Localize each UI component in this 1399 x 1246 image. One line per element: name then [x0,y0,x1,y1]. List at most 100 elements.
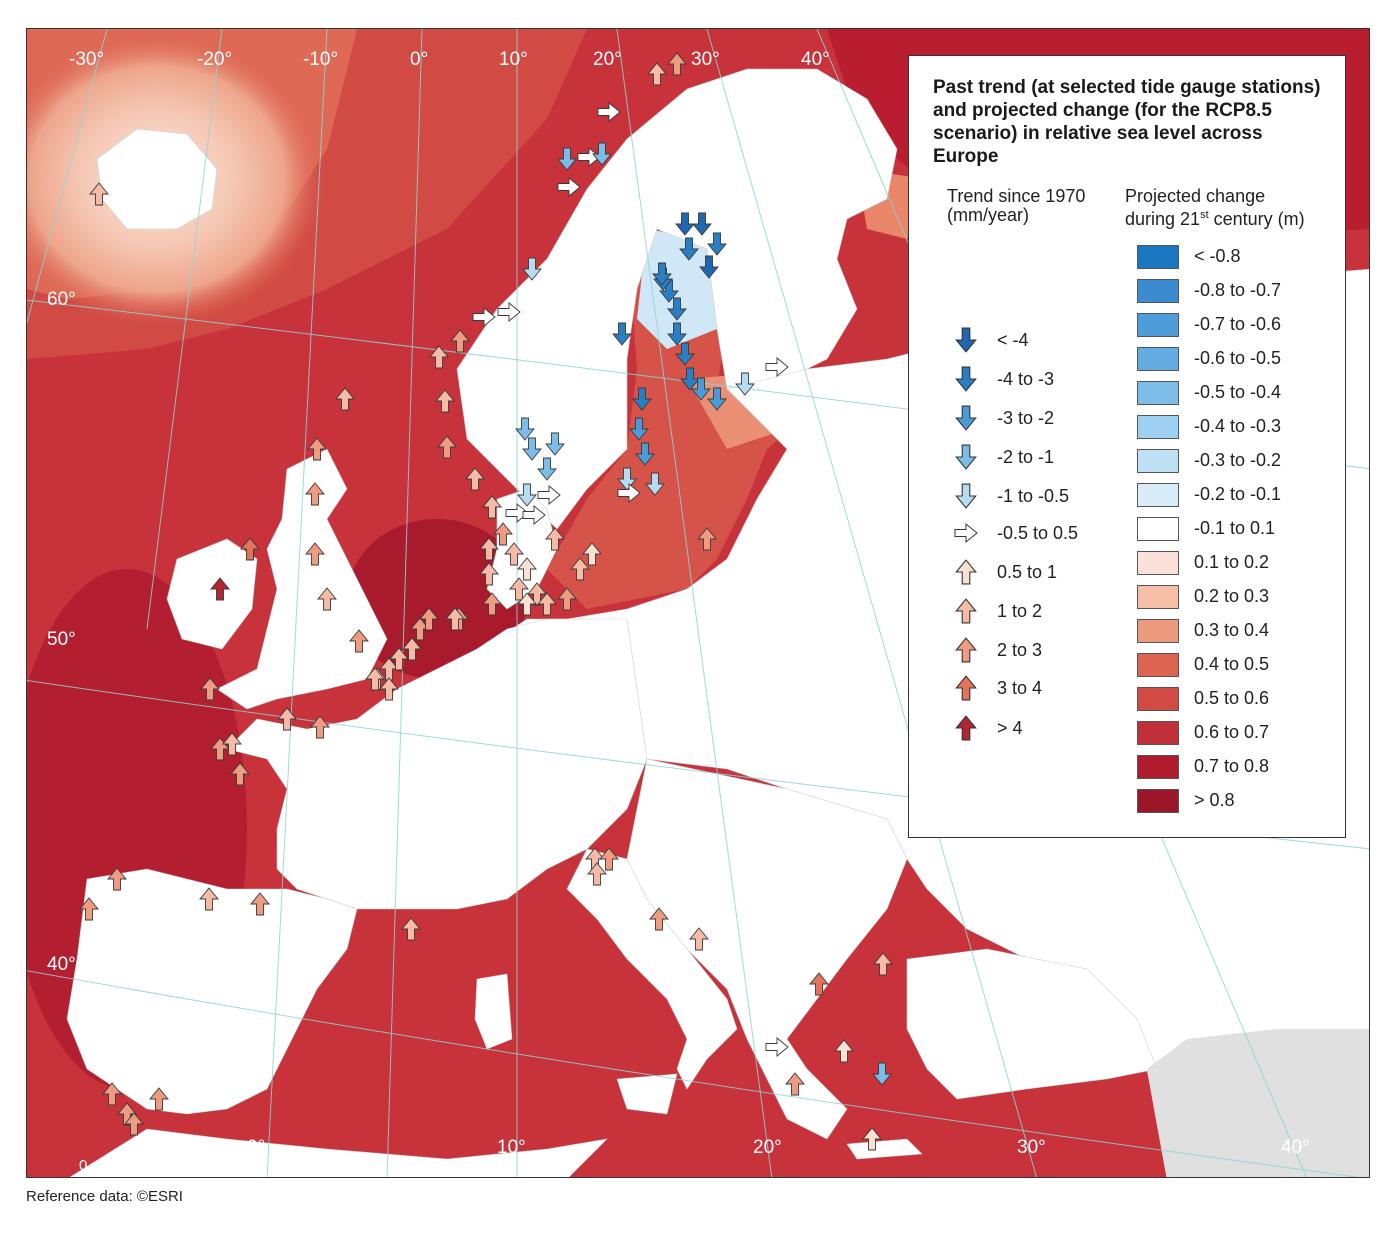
tide-gauge-arrow [199,887,219,911]
tide-gauge-arrow [599,847,619,871]
proj-heading-line2-sup: st [1200,209,1209,221]
tide-gauge-arrow [465,467,485,491]
iberia [66,868,358,1115]
trend-class [954,366,978,392]
tide-gauge-arrow [250,892,270,916]
tide-gauge-arrow [545,527,565,551]
anatolia [906,948,1158,1100]
reference-data-note: Reference data: ©ESRI [26,1188,183,1205]
tide-gauge-arrow [335,387,355,411]
tide-gauge-arrow [809,972,829,996]
projection-swatch [1137,721,1179,745]
tide-gauge-arrow [577,147,601,167]
projection-swatch [1137,755,1179,779]
tide-gauge-arrow [537,592,557,616]
tide-gauge-arrow [699,255,719,279]
tide-gauge-arrow [697,527,717,551]
trend-class-label: 3 to 4 [997,678,1043,698]
arrow-down-icon [955,405,977,431]
lon-label: -10° [303,49,339,70]
lon-label: 0° [410,49,429,70]
trend-class-label: < -4 [997,330,1029,350]
tide-gauge-arrow [517,557,537,581]
scale-label: 1 500 [477,1157,515,1174]
tide-gauge-arrow [493,522,513,546]
tide-gauge-arrow [785,1072,805,1096]
tide-gauge-arrow [504,542,524,566]
arrow-down-icon [955,483,977,509]
tide-gauge-arrow [629,417,649,441]
proj-heading-line2-post: century (m) [1208,209,1305,229]
tide-gauge-arrow [667,297,687,321]
tide-gauge-arrow [435,389,455,413]
crete [846,1138,923,1160]
tide-gauge-arrow [692,212,712,236]
tide-gauge-arrow [707,387,727,411]
tide-gauge-arrow [149,1087,169,1111]
projection-class-label: 0.4 to 0.5 [1194,654,1270,674]
tide-gauge-arrow [735,372,755,396]
lon-label: 40° [1281,1137,1310,1158]
tide-gauge-arrow [649,907,669,931]
lon-label: -30° [69,49,105,70]
meridian-0 [386,29,423,1177]
balkans [626,758,908,1140]
middle-east [1147,1029,1369,1177]
trend-class [954,675,978,701]
tide-gauge-arrow [389,647,409,671]
trend-class [954,521,978,545]
tide-gauge-arrow [517,483,537,507]
tide-gauge-arrow [689,927,709,951]
meridian-m30 [27,29,108,325]
tide-gauge-arrow [419,607,439,631]
projection-class-label: < -0.8 [1194,246,1241,266]
tide-gauge-arrow [557,147,577,171]
tide-gauge-arrow [310,715,330,739]
tide-gauge-arrow [210,577,230,601]
tide-gauge-arrow [482,495,502,519]
arrow-down-icon [955,327,977,353]
trend-class-label: 0.5 to 1 [997,562,1058,582]
tide-gauge-arrow [570,557,590,581]
tide-gauge-arrow [79,897,99,921]
meridian-30 [706,29,1037,1177]
tide-gauge-arrow [691,377,711,401]
france-central-europe [226,618,648,910]
tide-gauge-arrow [862,1127,882,1151]
meridian-m20 [146,29,223,630]
tide-gauge-arrow [617,483,641,503]
tide-gauge-arrow [230,762,250,786]
lat-label: 40° [47,954,76,975]
ireland [166,538,258,650]
projection-class-label: -0.7 to -0.6 [1194,314,1282,334]
projection-class-label: > 0.8 [1194,790,1235,810]
meridian-20 [616,29,773,1177]
sea-zone-north-sea [347,519,527,679]
trend-class-label: 1 to 2 [997,601,1043,621]
projection-class-label: -0.8 to -0.7 [1194,280,1282,300]
arrow-up-icon [955,559,977,585]
tide-gauge-arrow [401,917,421,941]
projection-class-label: 0.2 to 0.3 [1194,586,1270,606]
tide-gauge-arrow [537,485,561,505]
projection-swatch [1137,585,1179,609]
tide-gauge-arrow [307,437,327,461]
tide-gauge-arrow [647,62,667,86]
projection-column-heading: Projected change during 21st century (m) [1125,187,1305,229]
projection-swatch [1137,449,1179,473]
tide-gauge-stations [79,52,893,1151]
proj-heading-line2-pre: during 21 [1125,209,1201,229]
trend-class [954,327,978,353]
tide-gauge-arrow [522,505,546,525]
tide-gauge-arrow [522,437,542,461]
trend-class [954,637,978,663]
lon-label: 20° [753,1137,782,1158]
legend-panel: Past trend (at selected tide gauge stati… [908,55,1346,838]
tide-gauge-arrow [645,472,665,496]
trend-class-label: -1 to -0.5 [997,486,1070,506]
projection-class-label: 0.6 to 0.7 [1194,722,1270,742]
great-britain [216,448,388,710]
tide-gauge-arrow [479,537,499,561]
lon-label: 0° [247,1137,266,1158]
tide-gauge-arrow [349,629,369,653]
